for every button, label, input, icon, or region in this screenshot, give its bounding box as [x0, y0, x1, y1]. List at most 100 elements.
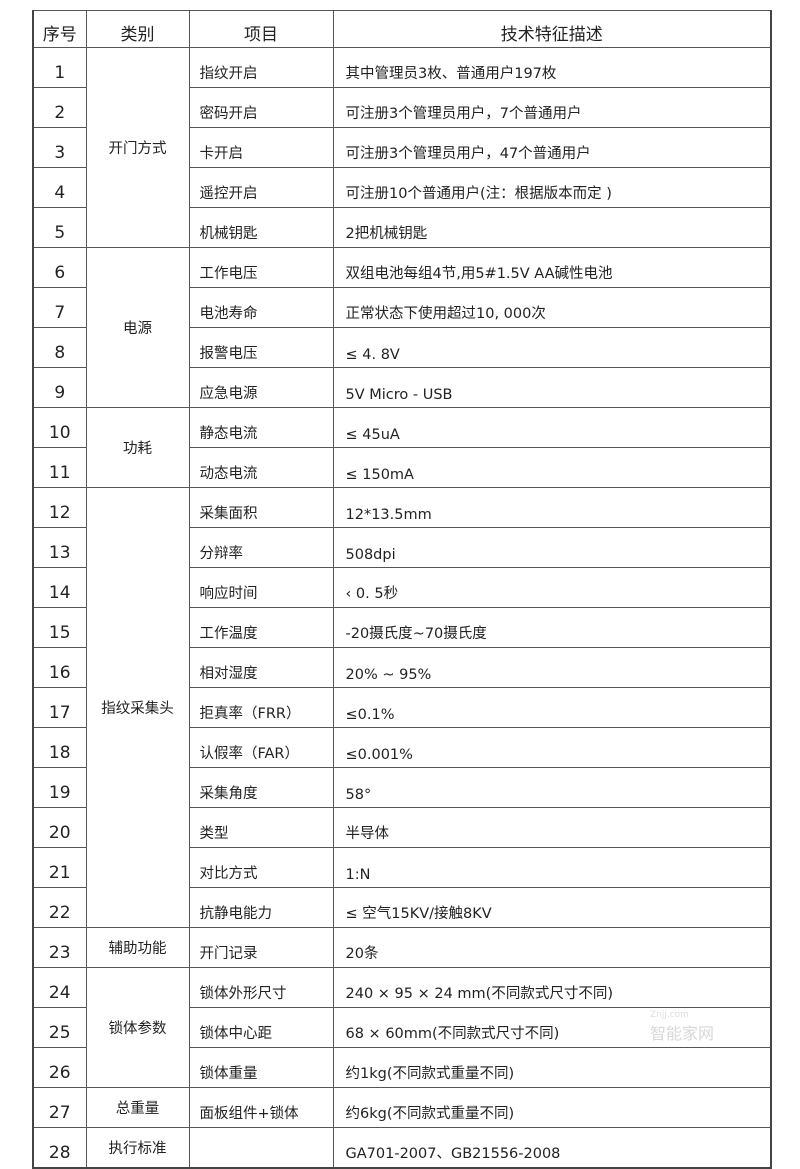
table-row: 12 指纹采集头 采集面积 12*13.5mm: [32, 487, 772, 928]
description-cell: 半导体: [332, 807, 772, 848]
row-number: 10: [32, 407, 87, 448]
item-cell: [188, 1127, 334, 1169]
description-cell: 约6kg(不同款式重量不同): [332, 1087, 772, 1128]
description-cell: 可注册3个管理员用户，47个普通用户: [332, 127, 772, 168]
description-cell: 双组电池每组4节,用5#1.5V AA碱性电池: [332, 247, 772, 288]
table-row: 1 开门方式 指纹开启 其中管理员3枚、普通用户197枚: [32, 47, 772, 248]
item-cell: 锁体重量: [188, 1047, 334, 1088]
header-category: 类别: [85, 10, 190, 48]
table-row: 11 动态电流 ≤ 150mA: [32, 447, 772, 488]
item-cell: 分辩率: [188, 527, 334, 568]
item-cell: 抗静电能力: [188, 887, 334, 928]
row-number: 21: [32, 847, 87, 888]
item-cell: 指纹开启: [188, 47, 334, 88]
item-cell: 认假率（FAR）: [188, 727, 334, 768]
description-cell: 20条: [332, 927, 772, 968]
table-row: 7 电池寿命 正常状态下使用超过10, 000次: [32, 287, 772, 328]
row-number: 13: [32, 527, 87, 568]
category-cell: 功耗: [85, 407, 190, 488]
item-cell: 工作电压: [188, 247, 334, 288]
row-number: 5: [32, 207, 87, 248]
header-item: 项目: [188, 10, 334, 48]
row-number: 9: [32, 367, 87, 408]
row-number: 28: [32, 1127, 87, 1169]
item-cell: 类型: [188, 807, 334, 848]
row-number: 3: [32, 127, 87, 168]
description-cell: 2把机械钥匙: [332, 207, 772, 248]
row-number: 4: [32, 167, 87, 208]
description-cell: ≤ 4. 8V: [332, 327, 772, 368]
table-row: 2 密码开启 可注册3个管理员用户，7个普通用户: [32, 87, 772, 128]
item-cell: 动态电流: [188, 447, 334, 488]
row-number: 22: [32, 887, 87, 928]
description-cell: ≤0.001%: [332, 727, 772, 768]
item-cell: 应急电源: [188, 367, 334, 408]
item-cell: 响应时间: [188, 567, 334, 608]
table-row: 6 电源 工作电压 双组电池每组4节,用5#1.5V AA碱性电池: [32, 247, 772, 408]
row-number: 11: [32, 447, 87, 488]
description-cell: 12*13.5mm: [332, 487, 772, 528]
row-number: 12: [32, 487, 87, 528]
table-row: 25 锁体中心距 68 × 60mm(不同款式尺寸不同): [32, 1007, 772, 1048]
item-cell: 工作温度: [188, 607, 334, 648]
description-cell: ‹ 0. 5秒: [332, 567, 772, 608]
item-cell: 机械钥匙: [188, 207, 334, 248]
item-cell: 面板组件+锁体: [188, 1087, 334, 1128]
table-row: 10 功耗 静态电流 ≤ 45uA: [32, 407, 772, 488]
row-number: 25: [32, 1007, 87, 1048]
category-cell: 锁体参数: [85, 967, 190, 1088]
category-cell: 总重量: [85, 1087, 190, 1128]
description-cell: ≤ 45uA: [332, 407, 772, 448]
spec-table: 序号 类别 项目 技术特征描述 1 开门方式 指纹开启 其中管理员3枚、普通用户197…: [32, 10, 772, 1169]
description-cell: 约1kg(不同款式重量不同): [332, 1047, 772, 1088]
header-description: 技术特征描述: [332, 10, 772, 48]
description-cell: GA701-2007、GB21556-2008: [332, 1127, 772, 1169]
item-cell: 密码开启: [188, 87, 334, 128]
table-row: 27 总重量 面板组件+锁体 约6kg(不同款式重量不同): [32, 1087, 772, 1128]
description-cell: 正常状态下使用超过10, 000次: [332, 287, 772, 328]
description-cell: 5V Micro - USB: [332, 367, 772, 408]
table-row: 19 采集角度 58°: [32, 767, 772, 808]
item-cell: 相对湿度: [188, 647, 334, 688]
header-row: 序号 类别 项目 技术特征描述: [32, 10, 772, 48]
item-cell: 卡开启: [188, 127, 334, 168]
row-number: 18: [32, 727, 87, 768]
item-cell: 报警电压: [188, 327, 334, 368]
item-cell: 遥控开启: [188, 167, 334, 208]
table-row: 21 对比方式 1:N: [32, 847, 772, 888]
table-row: 23 辅助功能 开门记录 20条: [32, 927, 772, 968]
row-number: 23: [32, 927, 87, 968]
table-row: 18 认假率（FAR） ≤0.001%: [32, 727, 772, 768]
category-cell: 指纹采集头: [85, 487, 190, 928]
description-cell: 其中管理员3枚、普通用户197枚: [332, 47, 772, 88]
table-row: 9 应急电源 5V Micro - USB: [32, 367, 772, 408]
table-row: 14 响应时间 ‹ 0. 5秒: [32, 567, 772, 608]
row-number: 19: [32, 767, 87, 808]
table-body: 1 开门方式 指纹开启 其中管理员3枚、普通用户197枚 2 密码开启 可注册3个管理员用户…: [32, 47, 772, 1169]
item-cell: 锁体中心距: [188, 1007, 334, 1048]
row-number: 17: [32, 687, 87, 728]
description-cell: 可注册3个管理员用户，7个普通用户: [332, 87, 772, 128]
category-cell: 电源: [85, 247, 190, 408]
category-cell: 开门方式: [85, 47, 190, 248]
item-cell: 开门记录: [188, 927, 334, 968]
item-cell: 采集面积: [188, 487, 334, 528]
row-number: 2: [32, 87, 87, 128]
description-cell: 1:N: [332, 847, 772, 888]
item-cell: 采集角度: [188, 767, 334, 808]
row-number: 24: [32, 967, 87, 1008]
row-number: 7: [32, 287, 87, 328]
description-cell: 可注册10个普通用户(注：根据版本而定 ): [332, 167, 772, 208]
description-cell: 58°: [332, 767, 772, 808]
table-row: 3 卡开启 可注册3个管理员用户，47个普通用户: [32, 127, 772, 168]
description-cell: ≤0.1%: [332, 687, 772, 728]
category-cell: 辅助功能: [85, 927, 190, 968]
row-number: 26: [32, 1047, 87, 1088]
item-cell: 拒真率（FRR）: [188, 687, 334, 728]
item-cell: 对比方式: [188, 847, 334, 888]
description-cell: ≤ 150mA: [332, 447, 772, 488]
watermark-logo: Znjj.com 智能家网: [650, 1010, 714, 1044]
category-cell: 执行标准: [85, 1127, 190, 1169]
description-cell: 20% ~ 95%: [332, 647, 772, 688]
row-number: 27: [32, 1087, 87, 1128]
